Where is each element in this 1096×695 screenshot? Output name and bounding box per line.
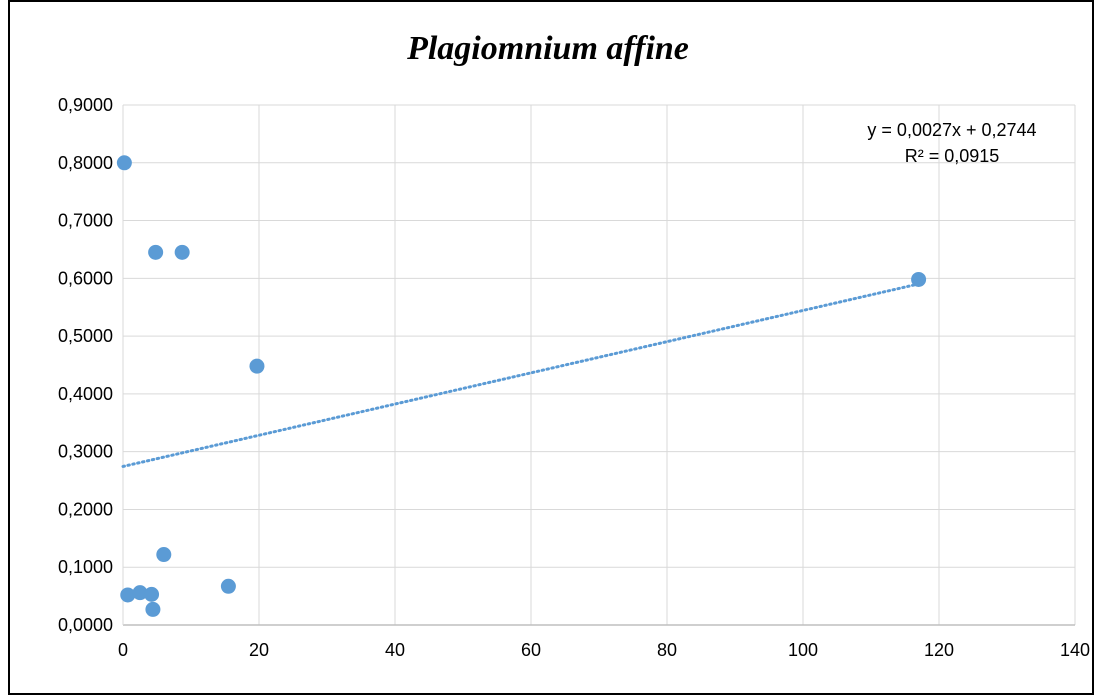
y-tick-label: 0,3000 bbox=[58, 442, 113, 462]
trendline bbox=[121, 282, 921, 468]
y-tick-label: 0,7000 bbox=[58, 211, 113, 231]
y-tick-label: 0,5000 bbox=[58, 326, 113, 346]
data-point bbox=[148, 244, 164, 260]
data-point bbox=[145, 601, 161, 617]
x-tick-label: 20 bbox=[249, 640, 269, 660]
x-tick-label: 100 bbox=[788, 640, 818, 660]
y-tick-label: 0,9000 bbox=[58, 95, 113, 115]
data-point bbox=[132, 585, 148, 601]
data-point bbox=[220, 578, 236, 594]
trendline-r-squared: R² = 0,0915 bbox=[905, 146, 1000, 166]
axes bbox=[122, 105, 1075, 626]
trendline-equation: y = 0,0027x + 0,2744 R² = 0,0915 bbox=[867, 120, 1036, 166]
x-tick-label: 140 bbox=[1060, 640, 1090, 660]
data-point bbox=[249, 358, 265, 374]
x-tick-label: 60 bbox=[521, 640, 541, 660]
x-tick-label: 40 bbox=[385, 640, 405, 660]
data-point bbox=[116, 155, 132, 171]
y-tick-label: 0,1000 bbox=[58, 557, 113, 577]
data-point bbox=[174, 244, 190, 260]
tick-labels: 0,0000 0,1000 0,2000 0,3000 0,4000 0,5000 0,60… bbox=[58, 95, 1090, 660]
trendline-equation-text: y = 0,0027x + 0,2744 bbox=[867, 120, 1036, 140]
y-tick-label: 0,6000 bbox=[58, 268, 113, 288]
scatter-chart: 0,0000 0,1000 0,2000 0,3000 0,4000 0,5000 0,60… bbox=[58, 95, 1090, 660]
y-tick-label: 0,8000 bbox=[58, 153, 113, 173]
data-point bbox=[156, 547, 172, 563]
x-tick-label: 80 bbox=[657, 640, 677, 660]
x-tick-label: 0 bbox=[118, 640, 128, 660]
y-tick-label: 0,4000 bbox=[58, 384, 113, 404]
trendline-path bbox=[121, 282, 921, 468]
data-point bbox=[911, 271, 927, 287]
y-tick-label: 0,0000 bbox=[58, 615, 113, 635]
data-points bbox=[116, 155, 927, 617]
grid-lines bbox=[123, 104, 1076, 625]
chart-frame bbox=[8, 0, 1094, 695]
x-tick-label: 120 bbox=[924, 640, 954, 660]
data-point bbox=[144, 586, 160, 602]
y-tick-label: 0,2000 bbox=[58, 499, 113, 519]
data-point bbox=[120, 587, 136, 603]
chart-title: Plagiomnium affine bbox=[407, 30, 689, 67]
